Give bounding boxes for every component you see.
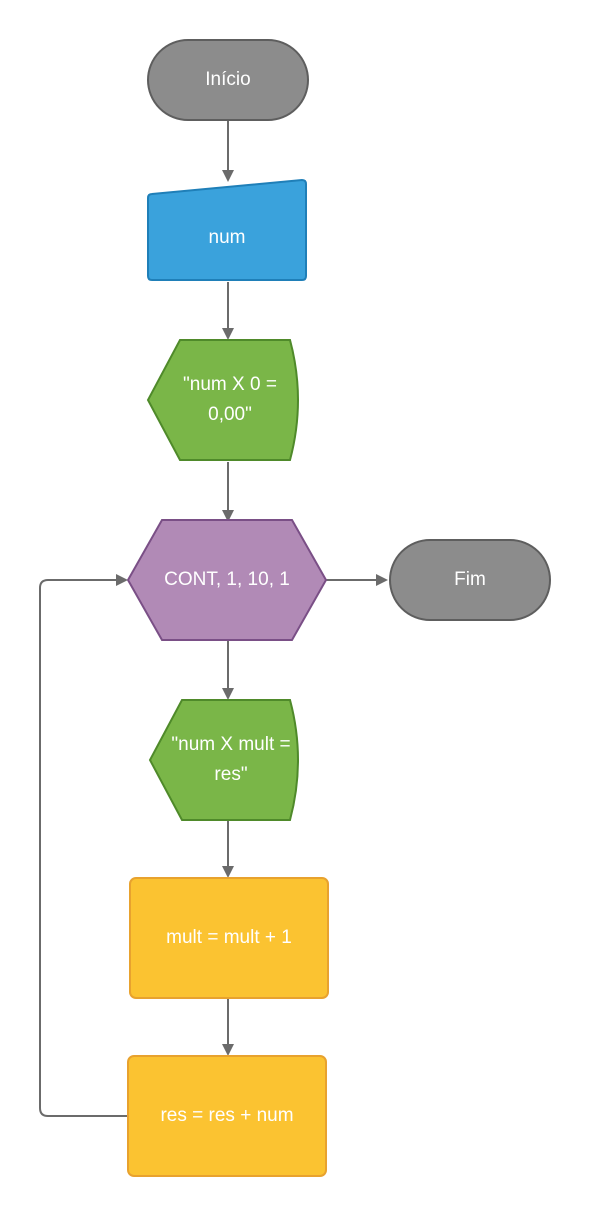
display-shape-1[interactable] [146,339,299,461]
process-box-1[interactable] [129,877,329,999]
loop-hexagon[interactable] [126,519,328,641]
start-terminal[interactable] [147,39,309,121]
process-box-2[interactable] [127,1055,327,1177]
display-shape-2[interactable] [148,699,299,821]
end-terminal[interactable] [389,539,551,621]
connector-loop-back [39,574,128,1117]
input-shape[interactable] [147,178,307,281]
